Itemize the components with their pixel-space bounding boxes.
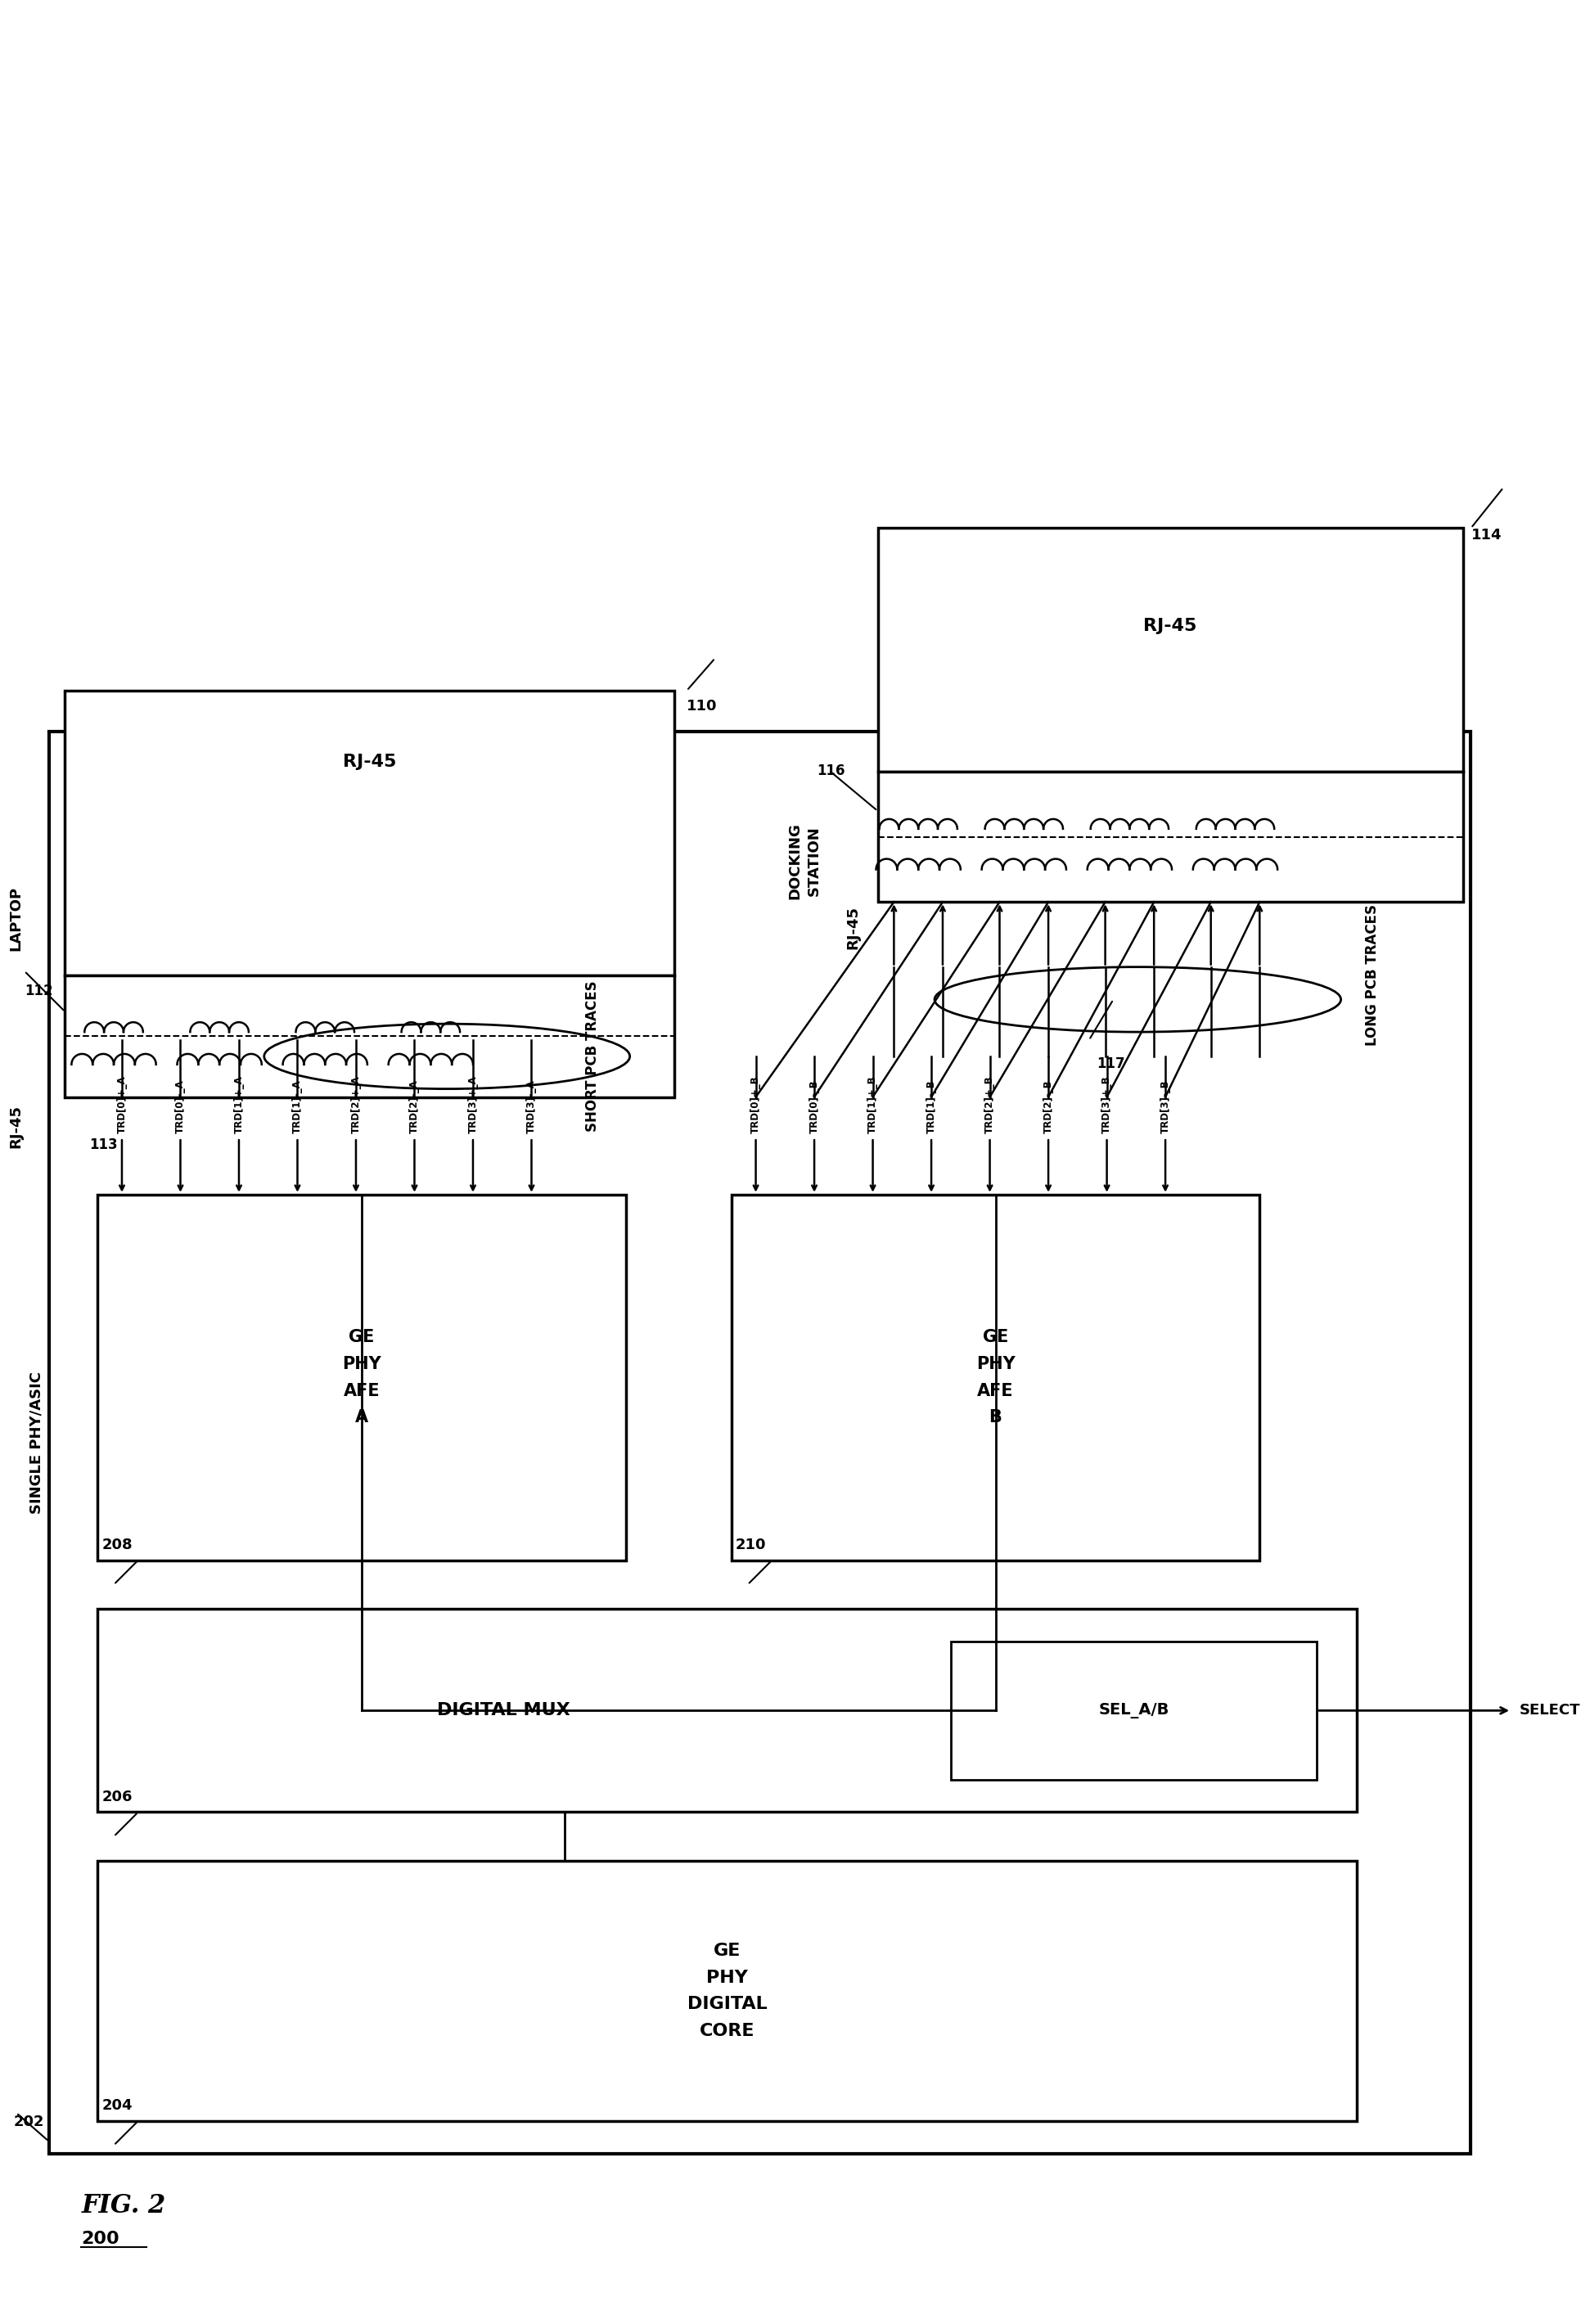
FancyBboxPatch shape	[951, 1641, 1317, 1780]
FancyBboxPatch shape	[97, 1862, 1358, 2122]
FancyBboxPatch shape	[49, 732, 1471, 2154]
FancyBboxPatch shape	[878, 528, 1463, 772]
Text: GE
PHY
AFE
B: GE PHY AFE B	[976, 1329, 1014, 1427]
Text: 110: 110	[687, 700, 717, 713]
Text: GE
PHY
DIGITAL
CORE: GE PHY DIGITAL CORE	[687, 1943, 768, 2040]
Text: LAPTOP: LAPTOP	[10, 885, 24, 951]
Text: TRD[1]+_B: TRD[1]+_B	[868, 1076, 878, 1134]
Text: 113: 113	[89, 1139, 118, 1153]
Text: TRD[2]+_B: TRD[2]+_B	[984, 1076, 995, 1134]
Text: 210: 210	[736, 1538, 766, 1552]
Text: TRD[2]+_A: TRD[2]+_A	[351, 1076, 361, 1134]
Text: 112: 112	[24, 983, 52, 997]
Text: 114: 114	[1471, 528, 1501, 544]
Text: SEL_A/B: SEL_A/B	[1099, 1703, 1169, 1717]
Text: TRD[0]-_B: TRD[0]-_B	[809, 1081, 819, 1134]
Ellipse shape	[935, 967, 1340, 1032]
Text: SINGLE PHY/ASIC: SINGLE PHY/ASIC	[29, 1371, 45, 1513]
Text: FIG. 2: FIG. 2	[81, 2194, 165, 2219]
Text: TRD[2]-_B: TRD[2]-_B	[1043, 1081, 1054, 1134]
Text: DOCKING
STATION: DOCKING STATION	[787, 823, 822, 899]
Text: TRD[1]-_A: TRD[1]-_A	[293, 1081, 302, 1134]
FancyBboxPatch shape	[97, 1195, 626, 1559]
FancyBboxPatch shape	[731, 1195, 1259, 1559]
Text: TRD[0]-_A: TRD[0]-_A	[175, 1081, 186, 1134]
Text: TRD[3]+_A: TRD[3]+_A	[467, 1076, 479, 1134]
Text: 200: 200	[81, 2231, 119, 2247]
FancyBboxPatch shape	[65, 690, 674, 976]
FancyBboxPatch shape	[878, 772, 1463, 902]
Text: TRD[1]+_A: TRD[1]+_A	[234, 1076, 245, 1134]
Text: TRD[3]+_B: TRD[3]+_B	[1102, 1076, 1111, 1134]
Text: 117: 117	[1097, 1057, 1126, 1071]
Text: GE
PHY
AFE
A: GE PHY AFE A	[342, 1329, 382, 1427]
Text: DIGITAL MUX: DIGITAL MUX	[437, 1703, 571, 1720]
Text: 206: 206	[102, 1789, 132, 1803]
Text: LONG PCB TRACES: LONG PCB TRACES	[1366, 904, 1380, 1046]
Text: TRD[1]-_B: TRD[1]-_B	[925, 1081, 937, 1134]
Text: RJ-45: RJ-45	[1143, 618, 1197, 634]
Text: 202: 202	[14, 2115, 45, 2129]
Text: 208: 208	[102, 1538, 132, 1552]
Text: SELECT: SELECT	[1520, 1703, 1580, 1717]
Text: RJ-45: RJ-45	[846, 906, 860, 951]
Text: TRD[3]-_A: TRD[3]-_A	[526, 1081, 537, 1134]
FancyBboxPatch shape	[97, 1608, 1358, 1813]
FancyBboxPatch shape	[65, 976, 674, 1097]
Text: TRD[2]-_A: TRD[2]-_A	[409, 1081, 420, 1134]
Ellipse shape	[264, 1025, 630, 1090]
Text: TRD[0]+_A: TRD[0]+_A	[116, 1076, 127, 1134]
Text: 116: 116	[817, 765, 846, 779]
Text: RJ-45: RJ-45	[343, 753, 396, 769]
Text: 204: 204	[102, 2099, 132, 2113]
Text: SHORT PCB TRACES: SHORT PCB TRACES	[585, 981, 599, 1132]
Text: TRD[3]-_B: TRD[3]-_B	[1161, 1081, 1170, 1134]
Text: RJ-45: RJ-45	[10, 1106, 24, 1148]
Text: TRD[0]+_B: TRD[0]+_B	[750, 1076, 762, 1134]
